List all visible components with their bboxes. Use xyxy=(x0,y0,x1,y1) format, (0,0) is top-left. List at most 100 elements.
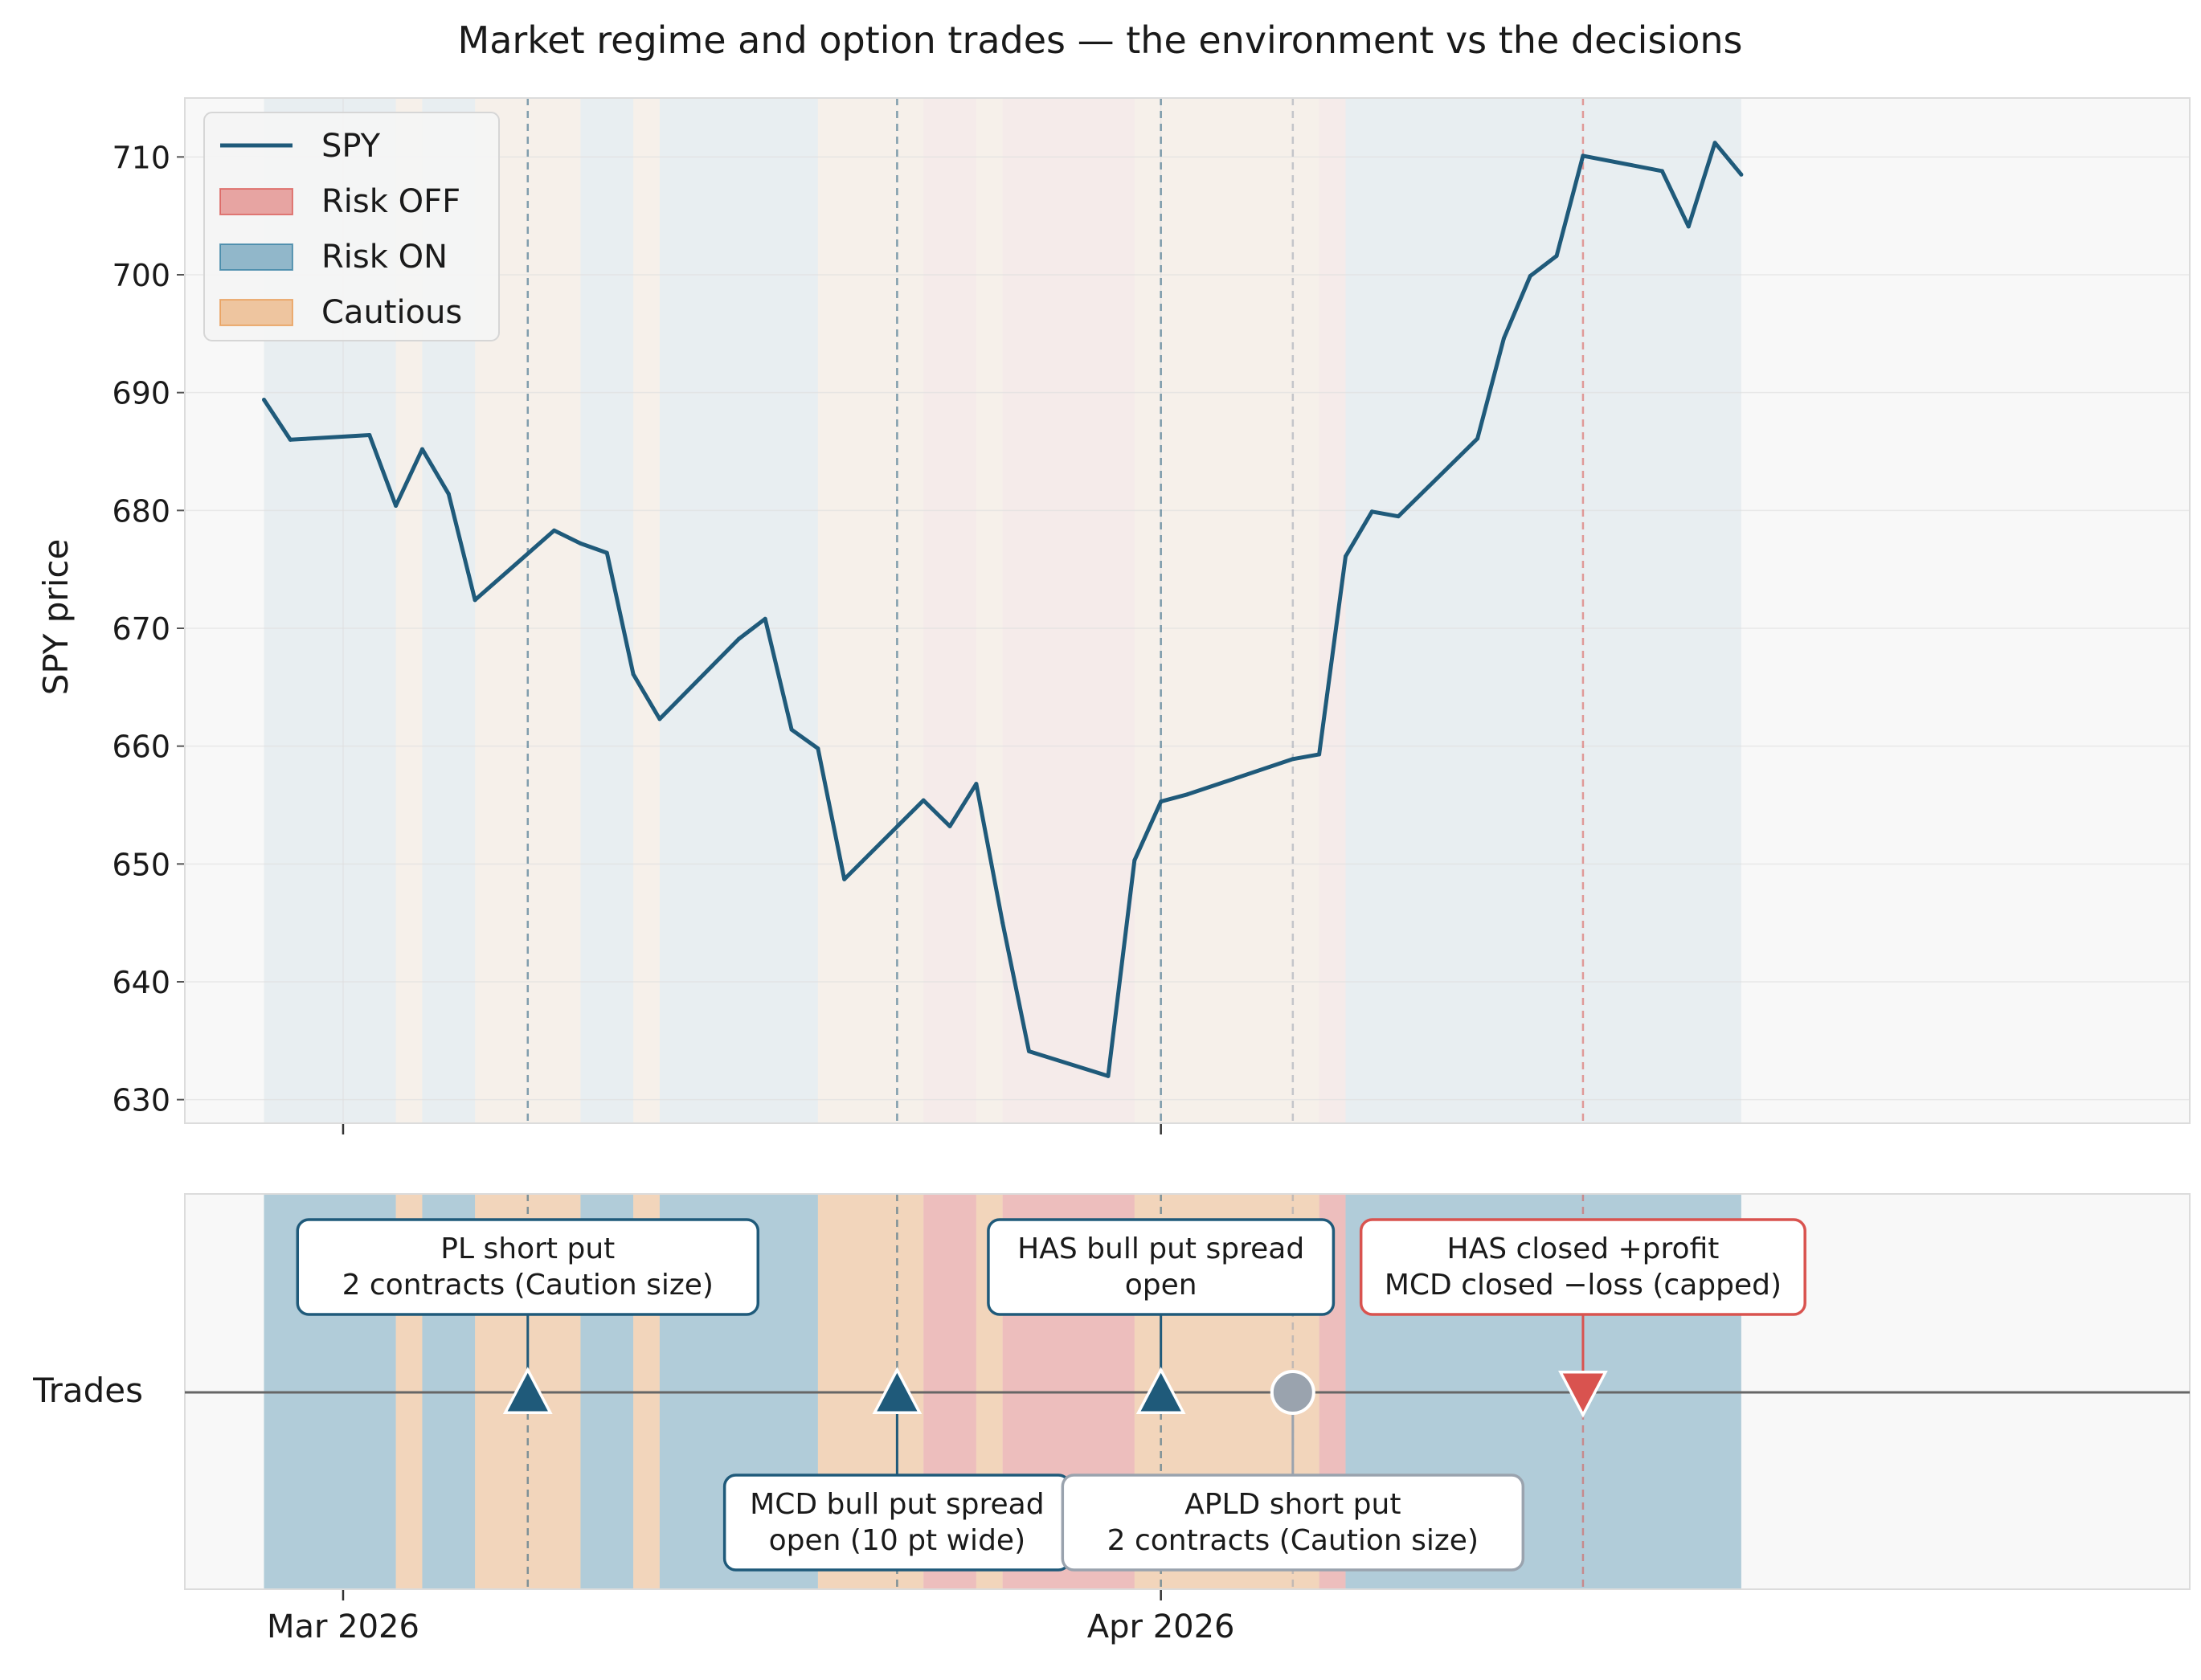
spy-price-point xyxy=(604,550,609,555)
spy-price-point xyxy=(1686,224,1691,229)
y-tick-label: 630 xyxy=(112,1083,170,1118)
spy-price-point xyxy=(552,528,557,533)
spy-price-point xyxy=(261,397,266,402)
spy-price-point xyxy=(1396,514,1401,519)
spy-price-point xyxy=(1659,169,1664,174)
trade-close-marker xyxy=(1558,1371,1608,1418)
trade-event: HAS closed +profit MCD closed −loss (capp… xyxy=(1359,1218,1806,1418)
regime-band-risk-on xyxy=(1345,98,1741,1123)
trades-panel: Mar 2026 Apr 2026 PL short put 2 contracts … xyxy=(184,1193,2191,1645)
regime-band-risk-on xyxy=(580,98,634,1123)
spy-price-point xyxy=(921,798,926,803)
regime-band-risk-off xyxy=(1002,98,1135,1123)
y-tick-label: 670 xyxy=(112,611,170,647)
y-tick-label: 640 xyxy=(112,965,170,1000)
spy-price-point xyxy=(657,717,662,721)
trade-event: PL short put 2 contracts (Caution size) xyxy=(296,1218,760,1414)
trade-callout-text: 2 contracts (Caution size) xyxy=(342,1269,714,1302)
spy-price-point xyxy=(974,782,979,787)
legend-entry: Risk ON xyxy=(219,239,448,276)
trade-callout-text: MCD closed −loss (capped) xyxy=(1385,1269,1782,1302)
y-tick-label: 650 xyxy=(112,847,170,882)
trade-callout-text: HAS closed +profit xyxy=(1447,1232,1720,1265)
trade-callout-text: MCD bull put spread xyxy=(750,1488,1044,1521)
y-tick-label: 660 xyxy=(112,730,170,765)
legend-entry: SPY xyxy=(220,128,381,165)
spy-price-point xyxy=(816,746,820,751)
trade-callout-text: open (10 pt wide) xyxy=(769,1524,1025,1557)
trade-callout-text: 2 contracts (Caution size) xyxy=(1107,1524,1479,1557)
spy-price-point xyxy=(1185,792,1189,797)
regime-band-cautious xyxy=(976,98,1003,1123)
y-tick-label: 690 xyxy=(112,376,170,411)
price-panel-background xyxy=(185,98,2190,1123)
spy-price-point xyxy=(1475,436,1480,441)
legend-entry: Cautious xyxy=(219,294,462,331)
spy-price-point xyxy=(446,492,451,497)
y-axis-label: SPY price xyxy=(36,539,76,696)
trade-callout-box xyxy=(987,1218,1336,1316)
spy-price-point xyxy=(1369,509,1374,514)
spy-price-point xyxy=(1106,1073,1111,1078)
legend-box xyxy=(203,112,500,341)
x-tick-label: Mar 2026 xyxy=(267,1608,419,1645)
spy-price-point xyxy=(1027,1049,1032,1054)
spy-price-point xyxy=(1501,336,1506,341)
trades-row-label: Trades xyxy=(32,1371,143,1410)
legend-entry: Risk OFF xyxy=(219,183,460,220)
spy-price-point xyxy=(473,598,477,603)
spy-price-point xyxy=(789,727,794,732)
spy-price-point xyxy=(578,541,583,546)
spy-price-point xyxy=(947,824,952,828)
spy-price-point xyxy=(394,503,399,508)
spy-price-point xyxy=(419,447,424,452)
spy-price-point xyxy=(1528,273,1532,278)
spy-price-point xyxy=(1291,757,1295,762)
spy-price-point xyxy=(1581,153,1585,158)
y-tick-label: 680 xyxy=(112,493,170,529)
trade-neutral-marker xyxy=(1270,1370,1315,1415)
spy-price-point xyxy=(1343,554,1348,559)
spy-price-point xyxy=(288,437,293,442)
legend-patch-swatch xyxy=(219,299,293,326)
trade-callout-box xyxy=(296,1218,760,1316)
trade-open-marker xyxy=(1135,1367,1186,1414)
spy-price-point xyxy=(842,877,847,881)
spy-price-point xyxy=(1739,172,1744,177)
spy-price-point xyxy=(1712,141,1717,145)
x-tick-label: Apr 2026 xyxy=(1087,1608,1235,1645)
spy-price-point xyxy=(1159,799,1164,804)
spy-price-point xyxy=(763,616,767,621)
spy-price-point xyxy=(1000,921,1005,926)
regime-band-cautious xyxy=(817,98,924,1123)
regime-band-risk-off xyxy=(1319,98,1346,1123)
trade-callout-text: open xyxy=(1125,1269,1197,1302)
trade-open-marker xyxy=(872,1367,923,1414)
spy-price-point xyxy=(1554,254,1559,259)
regime-band-risk-on xyxy=(659,98,818,1123)
spy-price-point xyxy=(1132,858,1137,863)
legend-label: Risk OFF xyxy=(321,183,460,220)
spy-price-line xyxy=(262,141,1743,1078)
regime-band-cautious xyxy=(633,98,660,1123)
spy-price-point xyxy=(367,432,372,437)
regime-band-risk-off xyxy=(923,98,976,1123)
price-panel: 630 640 650 660 670 680 690 700 710 SPY Risk OFF Ri… xyxy=(112,97,2191,1134)
chart-title: Market regime and option trades — the en… xyxy=(458,18,1743,62)
trade-event: HAS bull put spread open xyxy=(987,1218,1336,1414)
trade-callout-box xyxy=(1359,1218,1806,1316)
legend-patch-swatch xyxy=(219,188,293,215)
legend-label: Risk ON xyxy=(321,239,448,276)
y-tick-label: 710 xyxy=(112,140,170,175)
y-tick-label: 700 xyxy=(112,258,170,293)
trade-callout-text: PL short put xyxy=(440,1232,615,1265)
trade-callout-text: APLD short put xyxy=(1184,1488,1401,1521)
price-panel-frame xyxy=(184,97,2191,1124)
trade-open-marker xyxy=(502,1367,553,1414)
legend-label: Cautious xyxy=(321,294,462,331)
trade-callout-text: HAS bull put spread xyxy=(1017,1232,1304,1265)
legend: SPY Risk OFF Risk ON Cautious xyxy=(203,112,500,341)
